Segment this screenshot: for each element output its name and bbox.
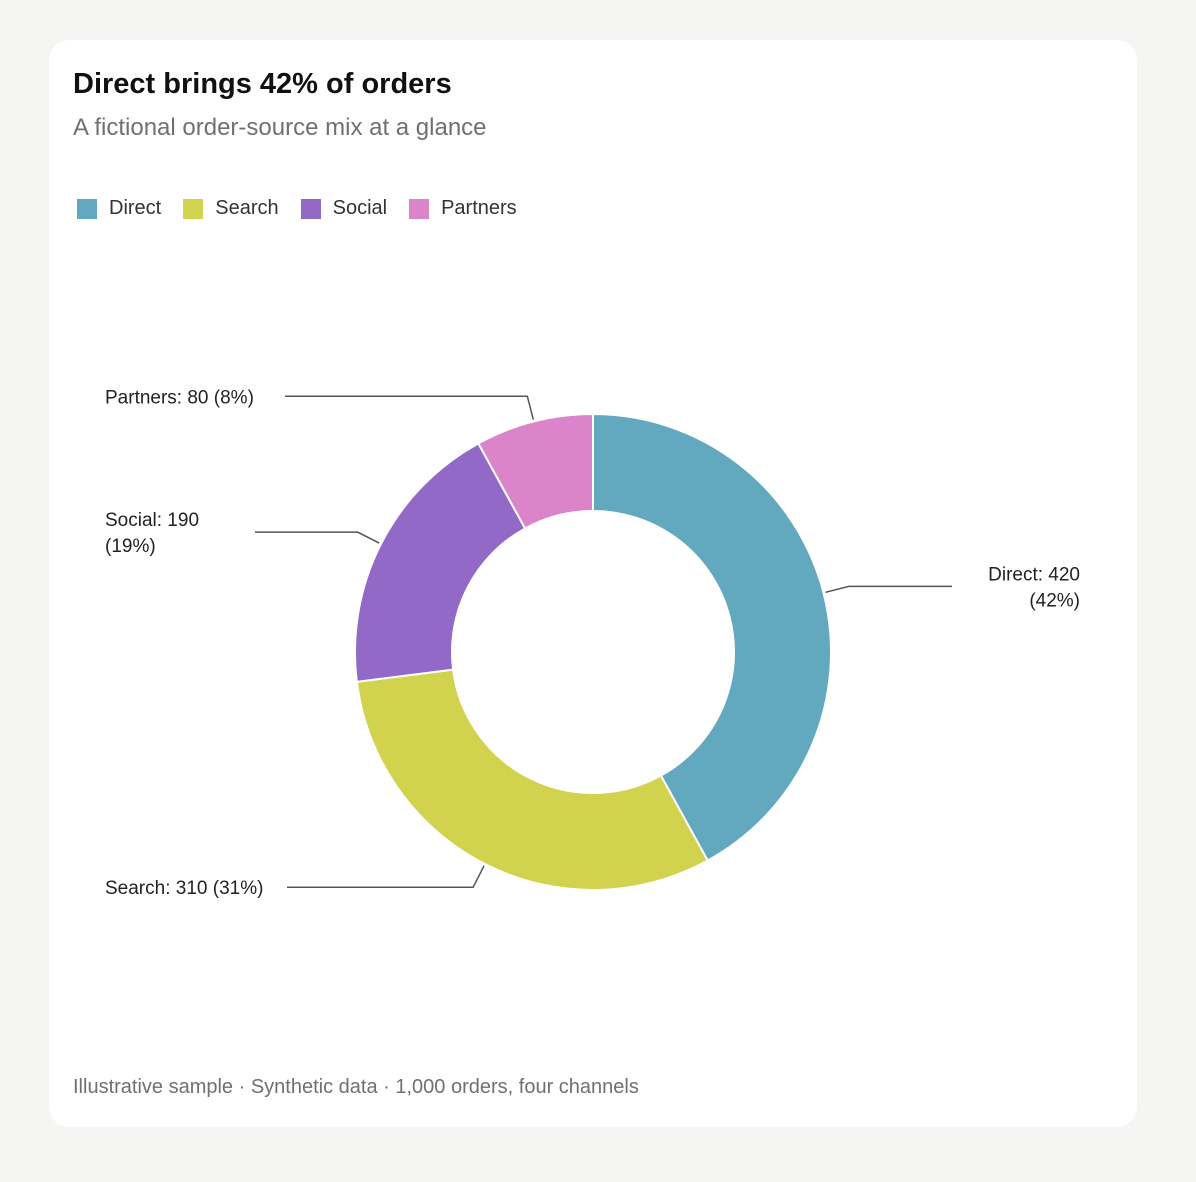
legend: Direct Search Social Partners bbox=[77, 197, 517, 220]
legend-item-partners: Partners bbox=[409, 197, 517, 220]
legend-item-social: Social bbox=[300, 197, 388, 220]
chart-subtitle: A fictional order-source mix at a glance bbox=[73, 114, 487, 141]
slice-direct bbox=[592, 412, 832, 862]
legend-label-direct: Direct bbox=[109, 197, 162, 219]
leader-line-partners bbox=[285, 395, 535, 420]
slice-social bbox=[354, 442, 527, 683]
chart-footer: Illustrative sample · Synthetic data · 1… bbox=[73, 1076, 639, 1098]
chart-title: Direct brings 42% of orders bbox=[73, 68, 452, 100]
legend-swatch-social bbox=[300, 198, 321, 219]
legend-swatch-direct bbox=[77, 198, 97, 219]
data-label-social: Social: 190 (19%) bbox=[105, 510, 199, 557]
legend-swatch-search bbox=[183, 198, 204, 219]
leader-line-search bbox=[287, 865, 485, 888]
legend-label-social: Social bbox=[332, 197, 388, 219]
data-label-direct: Direct: 420 (42%) bbox=[988, 564, 1080, 611]
slice-search bbox=[355, 668, 710, 891]
legend-label-search: Search bbox=[215, 197, 279, 219]
leader-line-direct bbox=[825, 585, 952, 594]
donut-chart: Direct: 420 (42%) Search: 310 (31%) Social:… bbox=[105, 387, 1080, 899]
chart-card: Direct brings 42% of orders A fictional … bbox=[49, 40, 1137, 1127]
legend-label-partners: Partners bbox=[441, 197, 517, 219]
data-label-search: Search: 310 (31%) bbox=[105, 878, 263, 899]
slice-partners bbox=[476, 412, 594, 530]
leader-line-social bbox=[255, 531, 380, 544]
legend-item-search: Search bbox=[183, 197, 279, 220]
data-label-partners: Partners: 80 (8%) bbox=[105, 387, 254, 408]
legend-item-direct: Direct bbox=[77, 197, 161, 220]
legend-swatch-partners bbox=[409, 198, 430, 219]
